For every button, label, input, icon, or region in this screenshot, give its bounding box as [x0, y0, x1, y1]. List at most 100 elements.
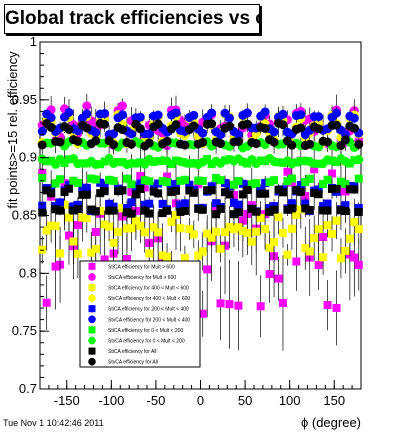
data-point-square [140, 200, 149, 209]
data-point-square [100, 255, 109, 264]
data-point-square [305, 206, 314, 215]
data-point-square [301, 192, 310, 201]
data-point-square [341, 246, 350, 255]
data-point-square [336, 206, 345, 215]
data-point-circle [135, 112, 145, 122]
data-point-square [158, 251, 167, 260]
data-point-square [105, 206, 114, 215]
data-point-square [319, 202, 328, 211]
data-point-square [314, 261, 323, 270]
data-point-square [261, 179, 270, 188]
data-point-circle [91, 128, 101, 138]
data-point-square [69, 206, 78, 215]
data-point-square [332, 157, 341, 166]
data-point-square [51, 221, 60, 230]
data-point-square [332, 303, 341, 312]
data-point-square [314, 225, 323, 234]
data-point-square [314, 190, 323, 199]
x-axis-label: ϕ (degree) [301, 415, 361, 430]
data-point-square [131, 184, 140, 193]
data-point-square [354, 225, 363, 234]
data-point-square [341, 187, 350, 196]
data-point-square [270, 176, 279, 185]
data-point-circle [82, 123, 92, 133]
y-tick-label: 0.75 [12, 323, 37, 338]
data-point-square [73, 178, 82, 187]
data-point-square [225, 300, 234, 309]
data-point-square [323, 301, 332, 310]
data-point-square [38, 201, 47, 210]
data-point-square [64, 155, 73, 164]
data-point-square [229, 180, 238, 189]
data-point-circle [37, 126, 47, 136]
data-point-circle [180, 140, 190, 150]
axes: -150 -100 -50 0 50 100 150 0.7 0.75 0.8 0.85 0.9 0.9… [12, 34, 353, 408]
legend-entry: StvCA efficiency for 200 < Mult < 400 [88, 315, 190, 324]
data-point-square [171, 210, 180, 219]
data-point-square [122, 255, 131, 264]
data-point-square [216, 204, 225, 213]
legend-marker-square [88, 326, 96, 334]
data-point-square [167, 160, 176, 169]
data-point-circle [144, 138, 154, 148]
data-point-square [341, 201, 350, 210]
data-point-square [69, 176, 78, 185]
data-point-square [203, 229, 212, 238]
data-point-circle [296, 123, 306, 133]
data-point-square [221, 179, 230, 188]
data-point-square [136, 172, 145, 181]
legend-marker-circle [88, 294, 96, 302]
data-point-square [305, 174, 314, 183]
data-point-square [354, 174, 363, 183]
data-point-square [127, 180, 136, 189]
y-tick-label: 0.7 [19, 381, 37, 396]
data-point-circle [331, 120, 341, 130]
y-axis-label: fit points>=15 rel. efficiency [5, 51, 20, 209]
data-point-circle [100, 119, 110, 129]
data-point-circle [224, 121, 234, 131]
data-point-square [82, 183, 91, 192]
data-point-square [96, 206, 105, 215]
data-point-square [212, 199, 221, 208]
data-point-circle [354, 139, 364, 149]
data-point-square [73, 205, 82, 214]
data-point-square [47, 221, 56, 230]
data-point-circle [153, 110, 163, 120]
data-point-square [198, 205, 207, 214]
data-point-square [118, 203, 127, 212]
data-point-square [114, 187, 123, 196]
data-point-square [216, 176, 225, 185]
legend-marker-square [88, 262, 96, 270]
data-point-square [176, 207, 185, 216]
data-point-circle [126, 129, 136, 139]
data-point-square [301, 178, 310, 187]
data-point-circle [260, 123, 270, 133]
data-point-square [127, 198, 136, 207]
data-point-square [287, 199, 296, 208]
data-point-square [310, 165, 319, 174]
x-tick-label: -50 [147, 393, 166, 408]
x-tick-label: -150 [54, 393, 80, 408]
data-point-circle [305, 157, 315, 167]
data-point-circle [153, 119, 163, 129]
data-point-circle [73, 159, 83, 169]
data-point-square [287, 204, 296, 213]
data-point-circle [242, 108, 252, 118]
series-7 [37, 136, 364, 170]
legend-entry: StvCA efficiency for Mult > 600 [88, 272, 176, 281]
legend-entry: StvCA efficiency for 0 < Mult < 200 [88, 336, 185, 345]
data-point-square [185, 225, 194, 234]
data-point-square [328, 229, 337, 238]
data-point-circle [64, 107, 74, 117]
data-point-circle [37, 140, 47, 150]
data-point-circle [296, 110, 306, 120]
data-point-square [149, 157, 158, 166]
data-point-circle [269, 127, 279, 137]
data-point-circle [207, 119, 217, 129]
data-point-square [158, 177, 167, 186]
data-point-circle [340, 135, 350, 145]
data-point-square [149, 223, 158, 232]
data-point-square [73, 249, 82, 258]
data-point-square [167, 187, 176, 196]
